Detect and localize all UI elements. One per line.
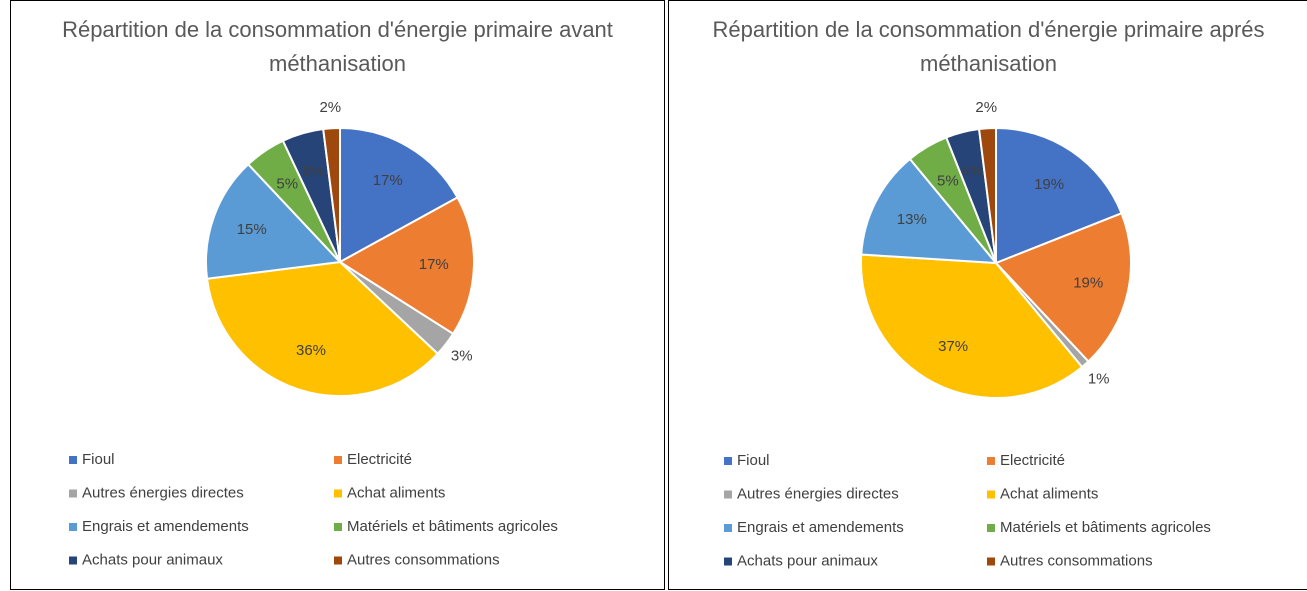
legend-label: Autres énergies directes xyxy=(82,484,244,501)
legend-marker xyxy=(334,456,342,464)
legend-label: Engrais et amendements xyxy=(82,518,249,535)
pie-slice xyxy=(995,126,1123,265)
legend-marker xyxy=(987,457,995,465)
data-label: 2% xyxy=(319,99,341,116)
legend-marker xyxy=(724,524,732,532)
legend-marker xyxy=(987,490,995,499)
data-label: 17% xyxy=(419,256,449,273)
pie-slice xyxy=(205,260,440,397)
chart-title: Répartition de la consommation d'énergie… xyxy=(712,17,1265,76)
legend-label: Fioul xyxy=(737,452,770,469)
pie-slice xyxy=(338,196,475,336)
pie-slice xyxy=(977,126,997,264)
data-label: 37% xyxy=(938,338,968,355)
pie-slice xyxy=(339,126,459,264)
data-label: 15% xyxy=(237,221,267,238)
legend-label: Fioul xyxy=(82,451,115,468)
legend-label: Achat aliments xyxy=(347,484,445,501)
data-label: 1% xyxy=(1088,370,1110,387)
pie-slice xyxy=(994,212,1132,363)
data-label: 2% xyxy=(975,99,997,116)
legend-marker xyxy=(69,489,77,498)
legend-label: Autres consommations xyxy=(1000,552,1153,569)
legend-marker xyxy=(69,456,77,464)
legend-label: Achats pour animaux xyxy=(737,552,878,569)
legend-marker xyxy=(69,556,77,565)
data-label: 19% xyxy=(1073,275,1103,292)
legend-label: Achat aliments xyxy=(1000,485,1098,502)
legend-label: Autres énergies directes xyxy=(737,485,899,502)
data-label: 5% xyxy=(276,175,298,192)
legend-marker xyxy=(987,524,995,532)
pie-slice xyxy=(860,253,1084,399)
legend-label: Electricité xyxy=(347,451,412,468)
legend-label: Achats pour animaux xyxy=(82,551,223,568)
data-label: 3% xyxy=(451,347,473,364)
legend-marker xyxy=(987,557,995,566)
chart-panel: Répartition de la consommation d'énergie… xyxy=(668,0,1307,590)
pie-slice xyxy=(322,126,341,263)
legend-label: Engrais et amendements xyxy=(737,519,904,536)
legend-label: Autres consommations xyxy=(347,551,500,568)
legend-marker xyxy=(69,523,77,531)
legend-marker xyxy=(334,523,342,531)
chart-title: Répartition de la consommation d'énergie… xyxy=(62,17,613,76)
legend-label: Matériels et bâtiments agricoles xyxy=(347,518,558,535)
legend-marker xyxy=(334,556,342,565)
legend-marker xyxy=(334,489,342,498)
chart-panel: Répartition de la consommation d'énergie… xyxy=(10,0,665,590)
legend-label: Matériels et bâtiments agricoles xyxy=(1000,519,1211,536)
data-label: 13% xyxy=(897,211,927,228)
data-label: 4% xyxy=(962,162,984,179)
data-label: 36% xyxy=(296,342,326,359)
chart: 17% Fioul 17% Electricité 3% Autres énergies … xyxy=(69,99,558,568)
page: Répartition de la consommation d'énergie… xyxy=(10,0,1307,590)
data-label: 17% xyxy=(373,172,403,189)
legend-marker xyxy=(724,490,732,499)
chart: 19% Fioul 19% Electricité 1% Autres énergies … xyxy=(724,99,1211,569)
data-label: 5% xyxy=(303,163,325,180)
pie-slice xyxy=(205,162,343,280)
legend-marker xyxy=(724,557,732,566)
legend-label: Electricité xyxy=(1000,452,1065,469)
data-label: 19% xyxy=(1034,176,1064,193)
legend-marker xyxy=(724,457,732,465)
data-label: 5% xyxy=(937,173,959,190)
pie-slice xyxy=(860,157,999,265)
